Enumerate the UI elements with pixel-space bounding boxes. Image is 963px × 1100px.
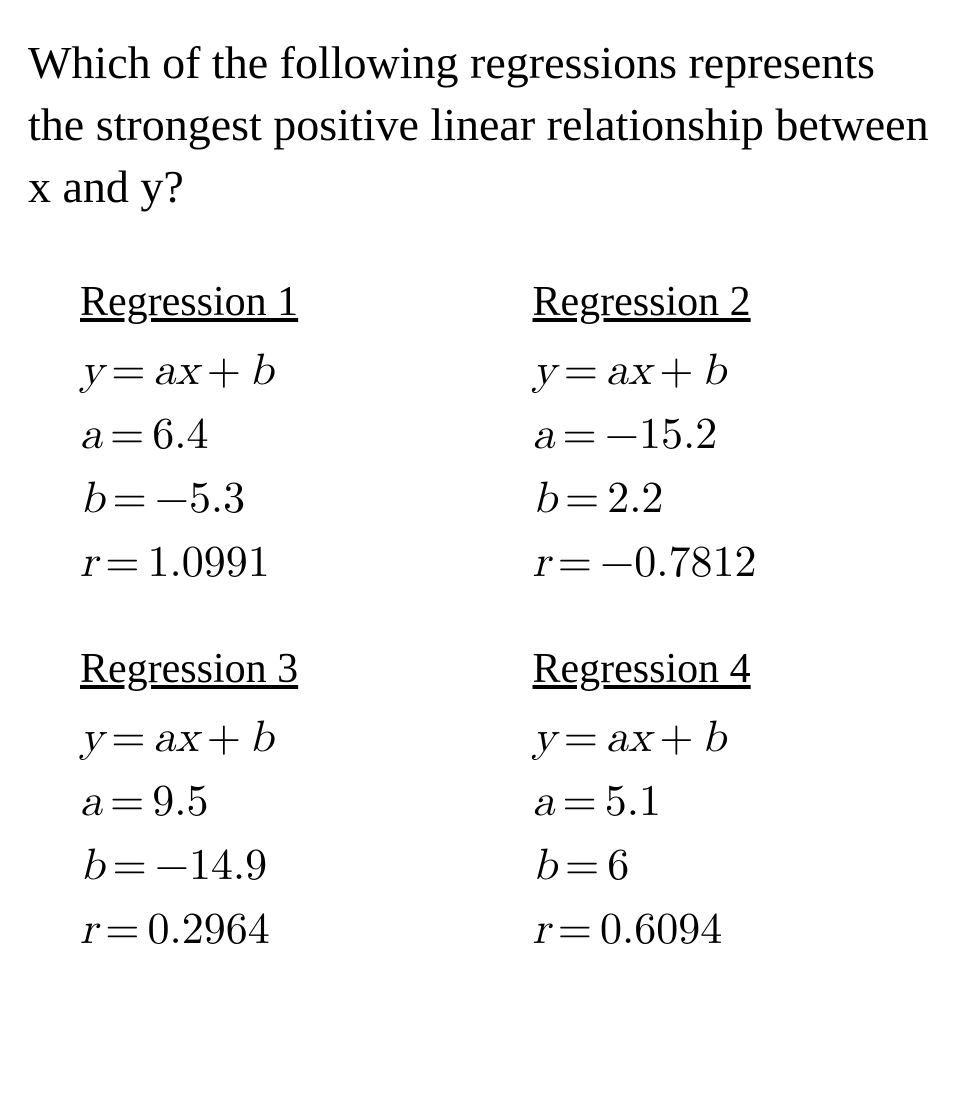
regression-1-a: a=6.4 xyxy=(80,404,483,468)
question-text: Which of the following regressions repre… xyxy=(28,32,935,218)
regression-2-r: r=−0.7812 xyxy=(533,532,936,596)
regression-4: Regression 4 y=ax+b a=5.1 b=6 r=0.6094 xyxy=(533,645,936,962)
regression-2-a: a=−15.2 xyxy=(533,404,936,468)
regression-3-a: a=9.5 xyxy=(80,771,483,835)
regression-3-equation: y=ax+b xyxy=(80,707,483,771)
regressions-grid: Regression 1 y=ax+b a=6.4 b=−5.3 r=1.099… xyxy=(28,278,935,962)
regression-1-b: b=−5.3 xyxy=(80,468,483,532)
regression-2: Regression 2 y=ax+b a=−15.2 b=2.2 r=−0.7… xyxy=(533,278,936,595)
regression-1: Regression 1 y=ax+b a=6.4 b=−5.3 r=1.099… xyxy=(80,278,483,595)
regression-4-b: b=6 xyxy=(533,835,936,899)
regression-4-a: a=5.1 xyxy=(533,771,936,835)
regression-1-r: r=1.0991 xyxy=(80,532,483,596)
regression-2-title: Regression 2 xyxy=(533,278,936,326)
regression-3: Regression 3 y=ax+b a=9.5 b=−14.9 r=0.29… xyxy=(80,645,483,962)
regression-3-r: r=0.2964 xyxy=(80,899,483,963)
regression-4-equation: y=ax+b xyxy=(533,707,936,771)
regression-4-r: r=0.6094 xyxy=(533,899,936,963)
regression-3-title: Regression 3 xyxy=(80,645,483,693)
regression-2-equation: y=ax+b xyxy=(533,340,936,404)
regression-2-b: b=2.2 xyxy=(533,468,936,532)
regression-4-title: Regression 4 xyxy=(533,645,936,693)
regression-3-b: b=−14.9 xyxy=(80,835,483,899)
regression-1-equation: y=ax+b xyxy=(80,340,483,404)
regression-1-title: Regression 1 xyxy=(80,278,483,326)
